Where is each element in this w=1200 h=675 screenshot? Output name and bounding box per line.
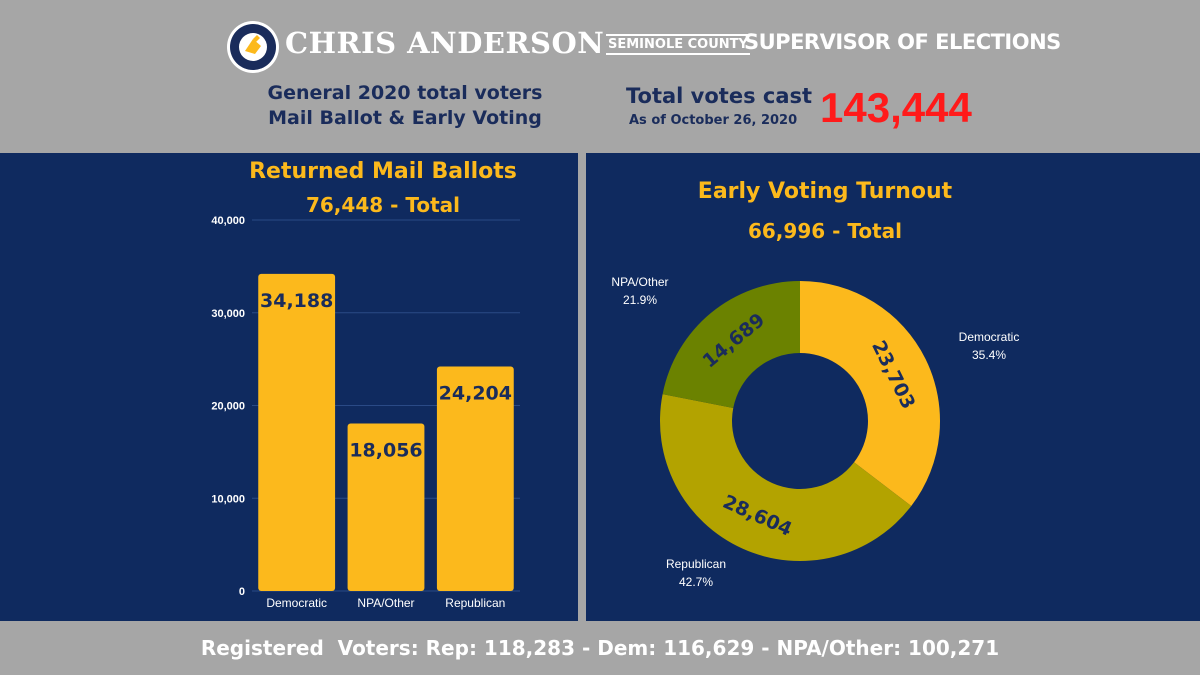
bar-republican [436, 366, 514, 591]
bar-y-tick-label: 30,000 [211, 308, 245, 320]
bar-npa-other [347, 423, 425, 591]
early-voting-panel: Early Voting Turnout 66,996 - Total 23,7… [586, 153, 1200, 621]
bar-y-tick-label: 0 [239, 586, 245, 598]
donut-legend-name: Republican [666, 557, 726, 571]
donut-legend-percent: 35.4% [972, 348, 1006, 362]
bar-value-label: 34,188 [260, 290, 333, 312]
bar-y-tick-label: 20,000 [211, 401, 245, 413]
bar-category-label: NPA/Other [357, 596, 414, 610]
brand-county: SEMINOLE COUNTY [606, 34, 750, 55]
donut-chart-title: Early Voting Turnout [698, 179, 953, 204]
mail-ballots-bar-chart: Returned Mail Ballots 76,448 - Total 0 10… [211, 159, 520, 610]
brand-office: SUPERVISOR OF ELECTIONS [744, 30, 1061, 54]
donut-chart-subtitle: 66,996 - Total [748, 219, 902, 243]
donut-legend-name: Democratic [959, 330, 1020, 344]
bar-y-tick-label: 10,000 [211, 493, 245, 505]
bar-chart-subtitle: 76,448 - Total [306, 193, 460, 217]
bar-y-tick-label: 40,000 [211, 215, 245, 227]
subtitle-line1: General 2020 total voters [267, 82, 543, 104]
bar-value-label: 24,204 [439, 383, 512, 405]
bar-category-label: Democratic [266, 596, 327, 610]
bar-chart-title: Returned Mail Ballots [249, 159, 517, 184]
bar-value-label: 18,056 [349, 440, 422, 462]
bar-democratic [258, 273, 336, 591]
early-voting-donut-chart: Early Voting Turnout 66,996 - Total 23,7… [611, 179, 1020, 589]
subtitle-line2: Mail Ballot & Early Voting [268, 107, 542, 129]
donut-legend-percent: 42.7% [679, 575, 713, 589]
total-votes-value: 143,444 [820, 84, 972, 131]
bar-category-label: Republican [445, 596, 505, 610]
donut-slice-democratic [800, 281, 940, 506]
registered-voters-footer: Registered Voters: Rep: 118,283 - Dem: 1… [200, 636, 1000, 660]
donut-slice-republican [660, 394, 912, 561]
total-votes-date: As of October 26, 2020 [629, 113, 798, 128]
header: CHRIS ANDERSON SEMINOLE COUNTY SUPERVISO… [0, 0, 1200, 150]
donut-slice-npa-other [662, 281, 800, 408]
brand-name: CHRIS ANDERSON [285, 26, 605, 60]
donut-legend-percent: 21.9% [623, 293, 657, 307]
donut-legend-name: NPA/Other [611, 275, 668, 289]
mail-ballots-panel: Returned Mail Ballots 76,448 - Total 0 10… [0, 153, 578, 621]
total-votes-label: Total votes cast [626, 84, 813, 108]
seminole-county-seal-icon [227, 21, 279, 73]
